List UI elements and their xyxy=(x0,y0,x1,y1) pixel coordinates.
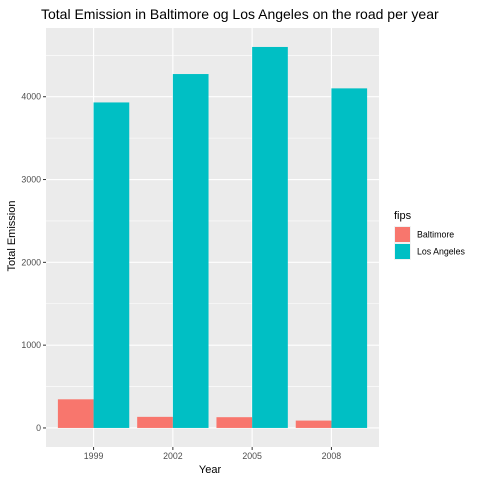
bar-baltimore-1999 xyxy=(57,399,94,428)
bar-baltimore-2005 xyxy=(216,417,253,428)
bar-los-angeles-1999 xyxy=(93,102,130,428)
y-axis: 0 1000 2000 3000 4000 xyxy=(21,92,46,433)
bar-los-angeles-2008 xyxy=(331,88,368,428)
x-axis-title: Year xyxy=(199,464,222,476)
y-tick-label: 1000 xyxy=(21,340,41,350)
y-tick-label: 0 xyxy=(36,423,41,433)
legend: fips Baltimore Los Angeles xyxy=(394,210,466,260)
legend-key-baltimore xyxy=(395,227,410,242)
legend-label: Baltimore xyxy=(417,230,454,240)
chart-title: Total Emission in Baltimore og Los Angel… xyxy=(41,6,439,22)
bar-los-angeles-2005 xyxy=(252,46,288,428)
x-tick-label: 2008 xyxy=(322,451,342,461)
bar-baltimore-2002 xyxy=(137,416,173,428)
bar-los-angeles-2002 xyxy=(172,74,209,428)
y-tick-label: 3000 xyxy=(21,175,41,185)
y-axis-title: Total Emission xyxy=(6,201,18,272)
x-tick-label: 1999 xyxy=(84,451,104,461)
x-axis: 1999 2002 2005 2008 xyxy=(84,447,342,461)
legend-label: Los Angeles xyxy=(417,247,466,257)
x-tick-label: 2005 xyxy=(242,451,262,461)
legend-title: fips xyxy=(394,210,412,222)
y-tick-label: 2000 xyxy=(21,257,41,267)
x-tick-label: 2002 xyxy=(163,451,183,461)
plot-panel xyxy=(46,28,379,447)
y-tick-label: 4000 xyxy=(21,92,41,102)
legend-key-los-angeles xyxy=(395,244,410,259)
bar-baltimore-2008 xyxy=(295,420,332,428)
